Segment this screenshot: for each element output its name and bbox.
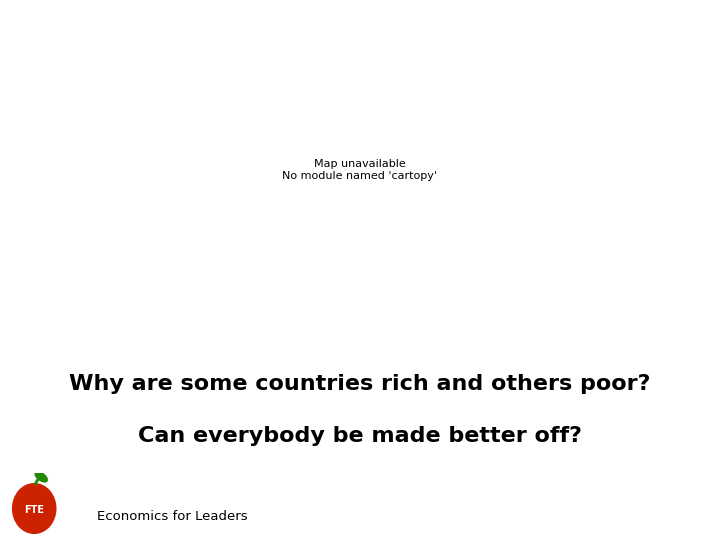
Text: Economics for Leaders: Economics for Leaders	[97, 510, 248, 523]
Text: Why are some countries rich and others poor?: Why are some countries rich and others p…	[69, 374, 651, 394]
Ellipse shape	[35, 472, 48, 482]
Text: Map unavailable
No module named 'cartopy': Map unavailable No module named 'cartopy…	[282, 159, 438, 181]
Text: FTE: FTE	[24, 505, 44, 515]
Text: Can everybody be made better off?: Can everybody be made better off?	[138, 426, 582, 446]
Circle shape	[12, 484, 56, 534]
